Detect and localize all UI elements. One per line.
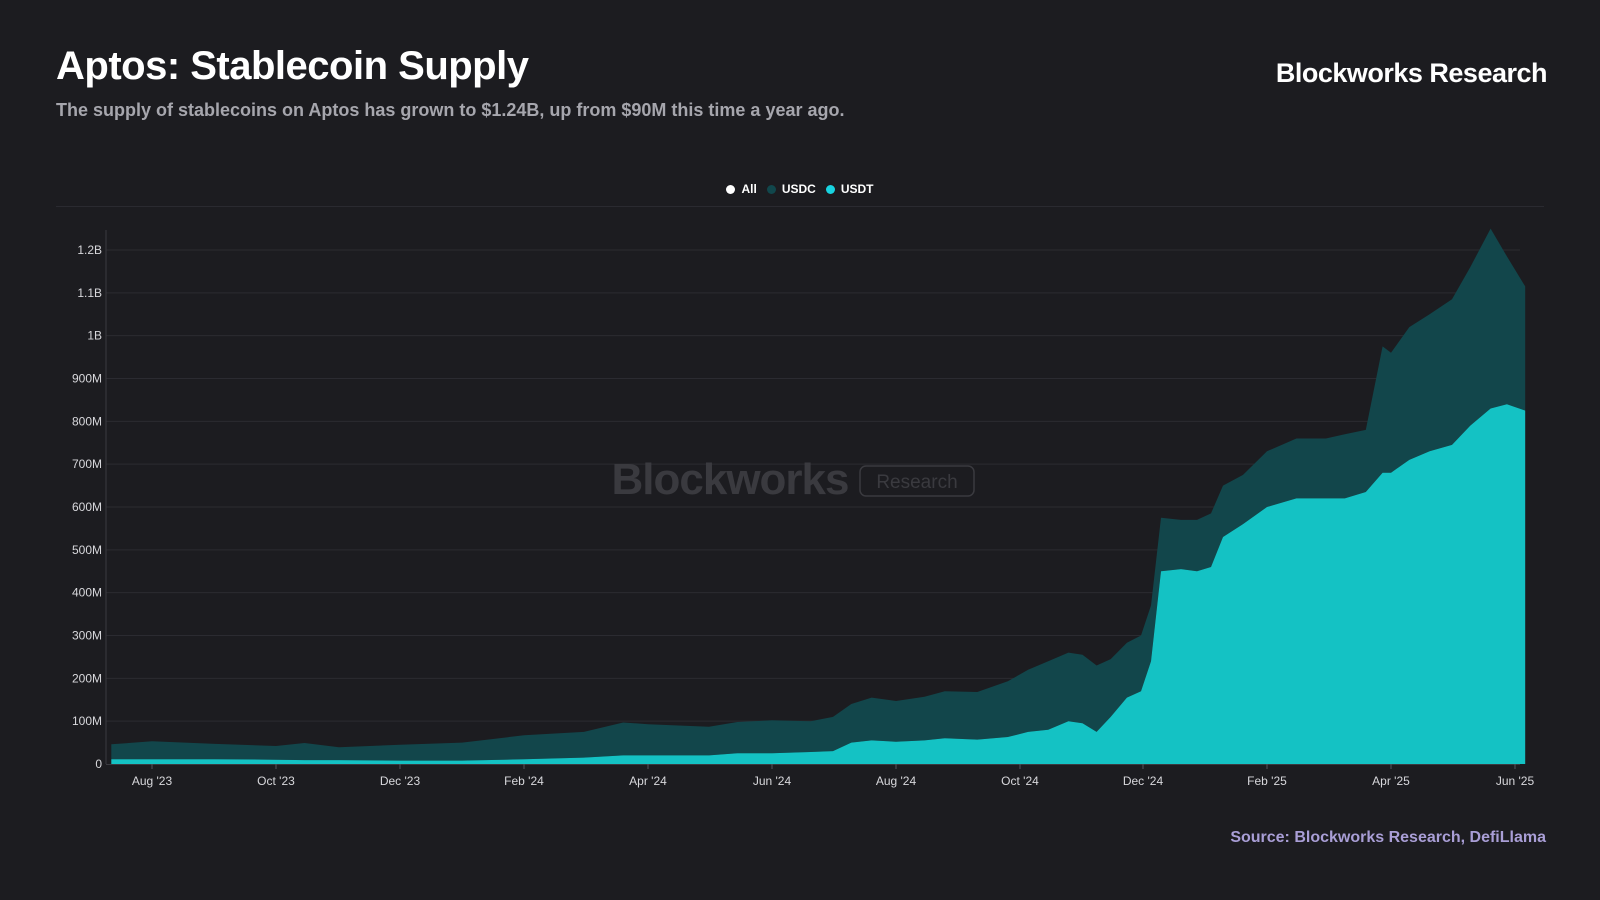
watermark-badge-text: Research xyxy=(876,472,957,493)
x-tick-label: Apr '24 xyxy=(629,774,667,788)
source-note: Source: Blockworks Research, DefiLlama xyxy=(1230,829,1546,846)
series-usdt-area xyxy=(111,404,1526,764)
x-tick-label: Feb '24 xyxy=(504,774,544,788)
x-tick-label: Oct '23 xyxy=(257,774,295,788)
legend-item-usdt[interactable]: USDT xyxy=(825,182,874,196)
x-tick-label: Dec '24 xyxy=(1123,774,1164,788)
y-tick-label: 1B xyxy=(87,329,102,343)
legend-label-usdt: USDT xyxy=(840,182,874,196)
y-tick-label: 800M xyxy=(72,414,102,428)
x-tick-label: Aug '24 xyxy=(876,774,917,788)
y-tick-label: 300M xyxy=(72,629,102,643)
x-tick-label: Feb '25 xyxy=(1247,774,1287,788)
legend-dot-usdc-icon xyxy=(766,184,776,194)
y-tick-label: 200M xyxy=(72,671,102,685)
watermark-badge-border xyxy=(859,465,975,497)
legend-item-all[interactable]: All xyxy=(726,182,757,196)
x-tick-label: Apr '25 xyxy=(1372,774,1410,788)
brand-logo-text: Blockworks Research xyxy=(1275,58,1548,88)
y-tick-label: 600M xyxy=(72,500,102,514)
chart-subtitle: The supply of stablecoins on Aptos has g… xyxy=(56,100,845,120)
legend-label-all: All xyxy=(741,182,757,196)
chart-legend: All USDC USDT xyxy=(0,182,1600,196)
y-tick-label: 400M xyxy=(72,586,102,600)
axes: 0 100M 200M 300M 400M 500M 600M 700M 800M 900M 1B 1… xyxy=(72,230,1535,788)
legend-item-usdc[interactable]: USDC xyxy=(766,182,816,196)
y-tick-label: 500M xyxy=(72,543,102,557)
x-tick-label: Aug '23 xyxy=(132,774,173,788)
areas xyxy=(111,228,1526,764)
y-tick-label: 700M xyxy=(72,457,102,471)
y-tick-label: 1.1B xyxy=(77,286,102,300)
y-tick-label: 900M xyxy=(72,372,102,386)
y-tick-label: 0 xyxy=(95,757,102,771)
x-tick-label: Jun '24 xyxy=(753,774,792,788)
y-tick-label: 100M xyxy=(72,714,102,728)
legend-label-usdc: USDC xyxy=(781,182,816,196)
watermark: Blockworks Research xyxy=(612,455,975,504)
legend-dot-usdt-icon xyxy=(825,184,835,194)
x-tick-label: Dec '23 xyxy=(380,774,421,788)
gridlines xyxy=(106,249,1520,722)
chart-title: Aptos: Stablecoin Supply xyxy=(56,44,529,88)
y-tick-label: 1.2B xyxy=(77,243,102,257)
header-divider xyxy=(56,206,1544,207)
x-tick-label: Oct '24 xyxy=(1001,774,1039,788)
watermark-text: Blockworks xyxy=(612,455,849,504)
legend-dot-all-icon xyxy=(726,184,736,194)
x-tick-label: Jun '25 xyxy=(1496,774,1535,788)
series-usdc-area xyxy=(111,228,1526,761)
